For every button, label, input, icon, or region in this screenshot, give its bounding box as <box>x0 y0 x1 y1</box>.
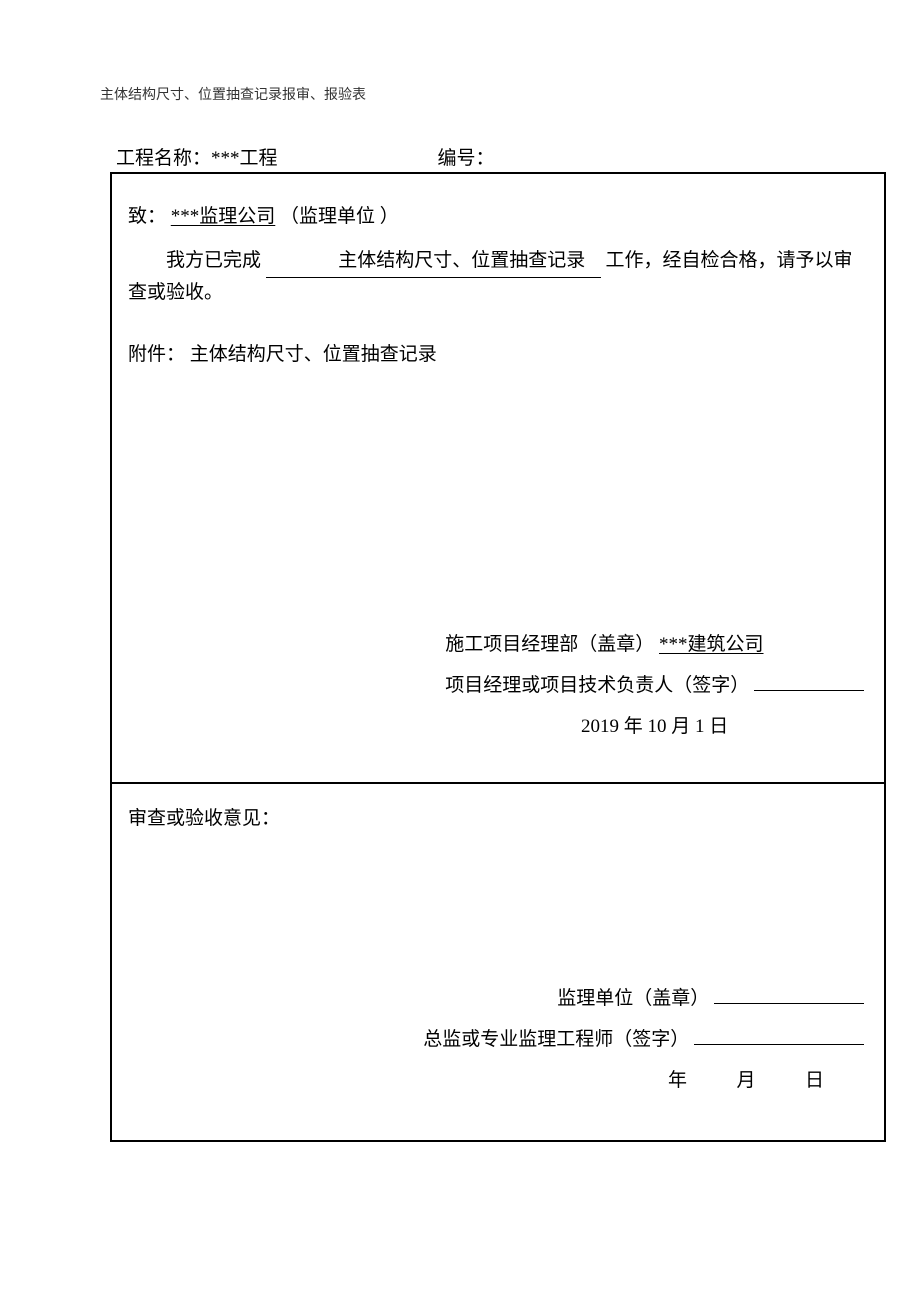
section-bottom: 审查或验收意见： 监理单位（盖章） 总监或专业监理工程师（签字） 年 月 日 <box>112 784 884 1142</box>
engineer-row: 总监或专业监理工程师（签字） <box>423 1024 864 1051</box>
title-spacer <box>278 143 438 170</box>
unit-label: 监理单位（盖章） <box>557 988 709 1009</box>
attachment-label: 附件： <box>128 344 185 365</box>
section-top: 致： ***监理公司 （监理单位 ） 我方已完成 主体结构尺寸、位置抽查记录 工… <box>112 174 884 784</box>
date-day: 日 <box>805 1070 824 1091</box>
date-year: 年 <box>668 1070 687 1091</box>
project-value: ***工程 <box>211 143 278 170</box>
engineer-signature-blank <box>694 1044 864 1045</box>
attachment-line: 附件： 主体结构尺寸、位置抽查记录 <box>128 340 868 370</box>
manager-label: 项目经理或项目技术负责人（签字） <box>445 675 749 696</box>
manager-signature-blank <box>754 690 864 691</box>
unit-signature-blank <box>714 1003 864 1004</box>
opinion-label-line: 审查或验收意见： <box>128 804 868 834</box>
body-line: 我方已完成 主体结构尺寸、位置抽查记录 工作，经自检合格，请予以审查或验收。 <box>128 246 868 308</box>
signature-block-top: 施工项目经理部（盖章） ***建筑公司 项目经理或项目技术负责人（签字） 201… <box>445 629 864 752</box>
title-row: 工程名称： ***工程 编号： <box>116 143 886 170</box>
engineer-label: 总监或专业监理工程师（签字） <box>423 1029 689 1050</box>
to-suffix: （监理单位 ） <box>280 206 399 227</box>
unit-row: 监理单位（盖章） <box>423 983 864 1010</box>
dept-label: 施工项目经理部（盖章） <box>445 634 654 655</box>
date-month: 月 <box>736 1070 755 1091</box>
to-value: ***监理公司 <box>171 206 276 227</box>
manager-row: 项目经理或项目技术负责人（签字） <box>445 670 864 697</box>
dept-row: 施工项目经理部（盖章） ***建筑公司 <box>445 629 864 656</box>
attachment-value: 主体结构尺寸、位置抽查记录 <box>190 344 437 365</box>
date-row-top: 2019 年 10 月 1 日 <box>445 711 864 738</box>
blank-spacer <box>128 322 868 340</box>
page-header: 主体结构尺寸、位置抽查记录报审、报验表 <box>100 84 366 104</box>
date-row-bottom: 年 月 日 <box>423 1065 864 1092</box>
body-underlined: 主体结构尺寸、位置抽查记录 <box>266 246 601 277</box>
opinion-label: 审查或验收意见： <box>128 808 280 829</box>
dept-value: ***建筑公司 <box>659 634 764 655</box>
date-value-top: 2019 年 10 月 1 日 <box>581 716 728 737</box>
signature-block-bottom: 监理单位（盖章） 总监或专业监理工程师（签字） 年 月 日 <box>423 983 864 1106</box>
to-line: 致： ***监理公司 （监理单位 ） <box>128 202 868 232</box>
form-box: 致： ***监理公司 （监理单位 ） 我方已完成 主体结构尺寸、位置抽查记录 工… <box>110 172 886 1142</box>
body-prefix: 我方已完成 <box>166 250 261 271</box>
number-label: 编号： <box>438 143 495 170</box>
to-label: 致： <box>128 206 166 227</box>
project-label: 工程名称： <box>116 143 211 170</box>
